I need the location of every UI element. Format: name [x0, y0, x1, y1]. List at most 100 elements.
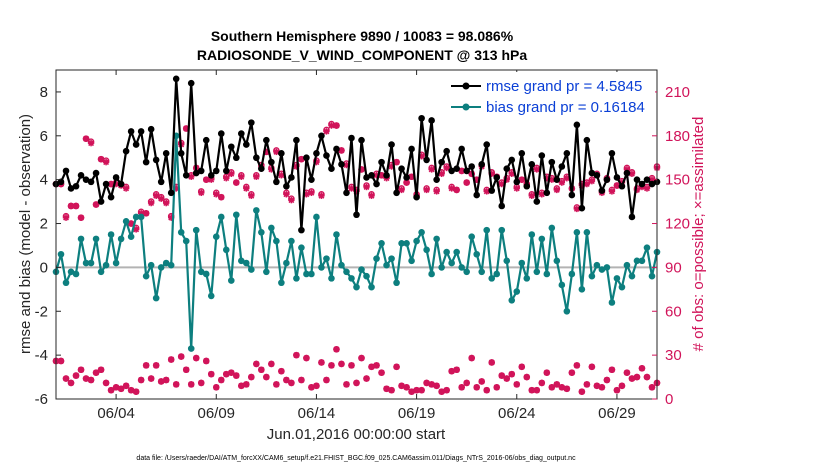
- obs-assimilated-marker: [348, 362, 355, 369]
- bias-point: [263, 268, 270, 276]
- bias-point: [388, 255, 395, 262]
- bias-point: [383, 261, 390, 269]
- bias-point: [77, 235, 85, 243]
- rmse-point: [273, 178, 280, 186]
- obs-assimilated-marker: [273, 381, 280, 388]
- plot-area: [56, 70, 657, 399]
- rmse-point: [368, 171, 375, 179]
- rmse-point: [523, 182, 531, 190]
- obs-assimilated-marker: [142, 210, 150, 217]
- rmse-point: [258, 165, 265, 172]
- rmse-point: [603, 176, 611, 183]
- y-tick-label: 0: [40, 259, 48, 276]
- obs-assimilated-marker: [643, 373, 651, 381]
- obs-assimilated-marker: [498, 372, 505, 379]
- obs-assimilated-marker: [87, 139, 95, 147]
- obs-assimilated-marker: [553, 381, 561, 388]
- obs-assimilated-marker: [528, 387, 535, 394]
- bias-point: [583, 229, 591, 236]
- obs-assimilated-marker: [363, 183, 370, 191]
- bias-point: [92, 235, 100, 243]
- rmse-point: [613, 174, 621, 181]
- bias-point: [197, 268, 205, 276]
- bias-point: [513, 288, 521, 295]
- bias-point: [608, 299, 616, 306]
- y2-tick-label: 120: [665, 216, 690, 233]
- bias-point: [278, 279, 285, 287]
- bias-point: [623, 261, 631, 269]
- rmse-point: [388, 141, 395, 148]
- rmse-point: [513, 178, 521, 186]
- rmse-point: [328, 165, 335, 172]
- bias-point: [328, 275, 335, 282]
- rmse-point: [107, 193, 115, 201]
- rmse-point: [233, 154, 240, 162]
- rmse-point: [498, 202, 506, 210]
- bias-point: [478, 268, 486, 276]
- rmse-point: [87, 178, 95, 186]
- y2-tick-label: 60: [665, 303, 682, 320]
- obs-assimilated-marker: [623, 369, 631, 376]
- y-axis-label: rmse and bias (model - observation): [17, 114, 34, 354]
- obs-assimilated-marker: [333, 346, 340, 353]
- bias-point: [303, 270, 310, 278]
- x-tick-label: 06/14: [298, 405, 336, 422]
- obs-assimilated-marker: [433, 188, 440, 195]
- rmse-point: [212, 167, 220, 175]
- obs-assimilated-marker: [288, 196, 295, 204]
- bias-point: [603, 264, 611, 271]
- bias-point: [558, 281, 566, 289]
- bias-point: [87, 259, 95, 267]
- rmse-point: [363, 174, 370, 181]
- obs-assimilated-marker: [233, 372, 240, 379]
- rmse-point: [248, 119, 255, 126]
- bias-point: [207, 292, 215, 300]
- bias-point: [238, 257, 245, 265]
- obs-assimilated-marker: [373, 362, 380, 369]
- rmse-point: [583, 136, 591, 144]
- bias-point: [343, 268, 350, 276]
- obs-assimilated-marker: [508, 370, 515, 378]
- rmse-point: [57, 178, 65, 186]
- rmse-point: [528, 161, 536, 168]
- obs-assimilated-marker: [147, 199, 155, 207]
- bias-point: [563, 307, 571, 315]
- obs-assimilated-marker: [573, 362, 581, 369]
- obs-assimilated-marker: [173, 381, 180, 388]
- rmse-point: [127, 128, 135, 135]
- obs-assimilated-marker: [137, 376, 145, 384]
- bias-point: [72, 270, 80, 278]
- obs-assimilated-marker: [618, 382, 626, 390]
- bias-point: [488, 275, 496, 282]
- obs-assimilated-marker: [183, 366, 190, 373]
- bias-point: [338, 261, 345, 269]
- obs-assimilated-marker: [278, 172, 285, 179]
- bias-point: [222, 246, 230, 254]
- obs-assimilated-marker: [213, 384, 220, 391]
- rmse-point: [142, 158, 150, 166]
- bias-point: [493, 270, 501, 278]
- rmse-point: [308, 176, 315, 183]
- rmse-point: [578, 204, 586, 212]
- rmse-point: [298, 226, 305, 234]
- obs-assimilated-marker: [343, 381, 350, 388]
- obs-assimilated-marker: [513, 381, 520, 388]
- obs-assimilated-marker: [363, 375, 370, 382]
- bias-point: [528, 231, 536, 238]
- rmse-point: [378, 158, 385, 166]
- bias-point: [473, 250, 481, 258]
- bias-point: [348, 275, 355, 282]
- bias-point: [187, 345, 195, 352]
- obs-assimilated-marker: [298, 376, 305, 384]
- bias-point: [182, 237, 190, 245]
- obs-assimilated-marker: [488, 359, 495, 366]
- y2-tick-label: 150: [665, 172, 690, 189]
- bias-point: [568, 270, 576, 278]
- rmse-point: [493, 174, 501, 181]
- data-file-footer: data file: /Users/raeder/DAI/ATM_forcXX/…: [136, 455, 576, 462]
- bias-point: [107, 231, 115, 238]
- plot-frame: [55, 69, 658, 400]
- bias-point: [132, 213, 140, 221]
- bias-point: [593, 261, 601, 269]
- obs-assimilated-marker: [152, 192, 160, 199]
